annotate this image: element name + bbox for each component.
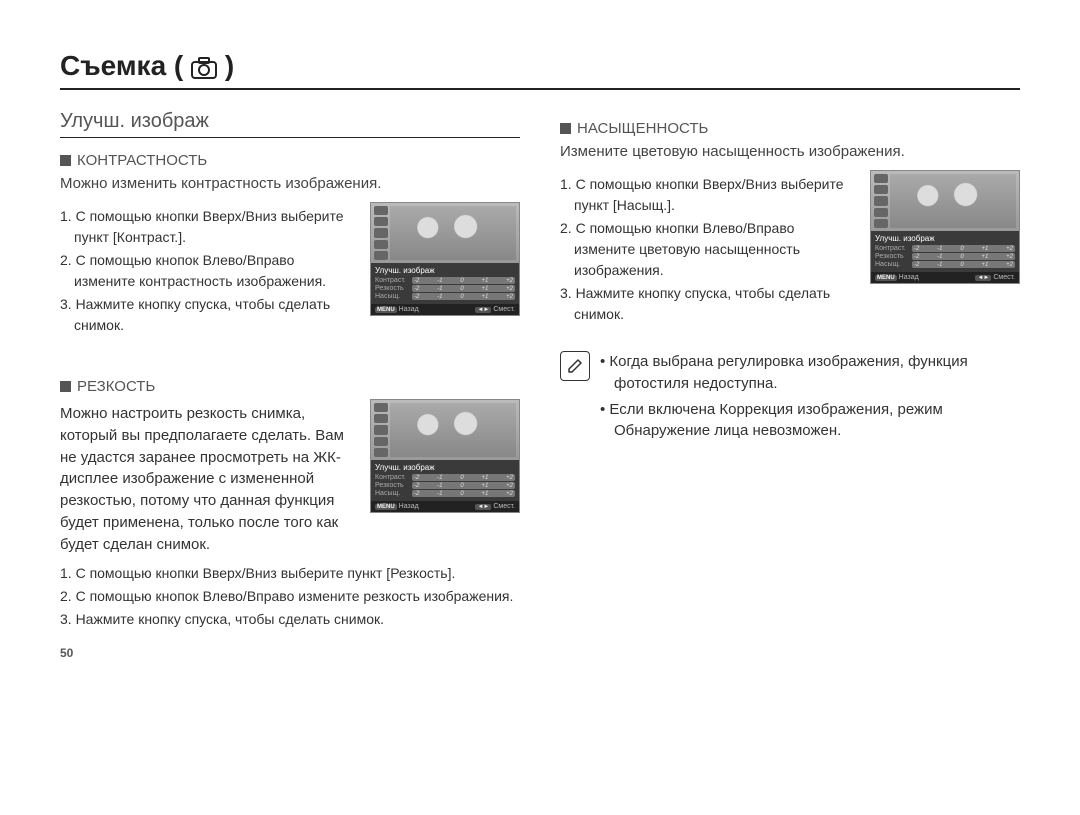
- list-item: 2. С помощью кнопки Влево/Вправо изменит…: [560, 218, 858, 281]
- contrast-steps: 1. С помощью кнопки Вверх/Вниз выберите …: [60, 206, 358, 336]
- note-icon: [560, 351, 590, 381]
- saturation-desc: Измените цветовую насыщенность изображен…: [560, 141, 1020, 162]
- list-item: 1. С помощью кнопки Вверх/Вниз выберите …: [60, 206, 358, 248]
- saturation-screenshot: Улучш. изображ Контраст.-2-10+1+2 Резкос…: [870, 170, 1020, 284]
- saturation-heading: НАСЫЩЕННОСТЬ: [560, 120, 1020, 137]
- list-item: 2. С помощью кнопок Влево/Вправо изменит…: [60, 250, 358, 292]
- section-title: Улучш. изображ: [60, 110, 520, 138]
- list-item: 1. С помощью кнопки Вверх/Вниз выберите …: [60, 563, 520, 584]
- camera-icon: [191, 57, 217, 79]
- list-item: 3. Нажмите кнопку спуска, чтобы сделать …: [60, 609, 520, 630]
- list-item: 3. Нажмите кнопку спуска, чтобы сделать …: [60, 294, 358, 336]
- right-column: НАСЫЩЕННОСТЬ Измените цветовую насыщенно…: [560, 110, 1020, 660]
- contrast-screenshot: Улучш. изображ Контраст.-2-10+1+2 Резкос…: [370, 202, 520, 316]
- thumb-menu-title: Улучш. изображ: [375, 463, 515, 472]
- list-item: Если включена Коррекция изображения, реж…: [600, 399, 1020, 443]
- sharpness-heading: РЕЗКОСТЬ: [60, 378, 520, 395]
- square-bullet-icon: [60, 155, 71, 166]
- sharpness-screenshot: Улучш. изображ Контраст.-2-10+1+2 Резкос…: [370, 399, 520, 513]
- page-title: Съемка ( ): [60, 50, 1020, 90]
- page-number: 50: [60, 646, 520, 660]
- square-bullet-icon: [560, 123, 571, 134]
- square-bullet-icon: [60, 381, 71, 392]
- list-item: Когда выбрана регулировка изображения, ф…: [600, 351, 1020, 395]
- note-box: Когда выбрана регулировка изображения, ф…: [560, 351, 1020, 446]
- page-title-suffix: ): [225, 50, 234, 81]
- contrast-heading: КОНТРАСТНОСТЬ: [60, 152, 520, 169]
- thumb-menu-title: Улучш. изображ: [375, 266, 515, 275]
- saturation-steps: 1. С помощью кнопки Вверх/Вниз выберите …: [560, 174, 858, 325]
- left-column: Улучш. изображ КОНТРАСТНОСТЬ Можно измен…: [60, 110, 520, 660]
- thumb-menu-title: Улучш. изображ: [875, 234, 1015, 243]
- sharpness-para: Можно настроить резкость снимка, который…: [60, 403, 358, 555]
- list-item: 1. С помощью кнопки Вверх/Вниз выберите …: [560, 174, 858, 216]
- sharpness-steps: 1. С помощью кнопки Вверх/Вниз выберите …: [60, 563, 520, 630]
- note-list: Когда выбрана регулировка изображения, ф…: [600, 351, 1020, 446]
- page-title-prefix: Съемка (: [60, 50, 191, 81]
- list-item: 3. Нажмите кнопку спуска, чтобы сделать …: [560, 283, 858, 325]
- contrast-desc: Можно изменить контрастность изображения…: [60, 173, 520, 194]
- list-item: 2. С помощью кнопок Влево/Вправо изменит…: [60, 586, 520, 607]
